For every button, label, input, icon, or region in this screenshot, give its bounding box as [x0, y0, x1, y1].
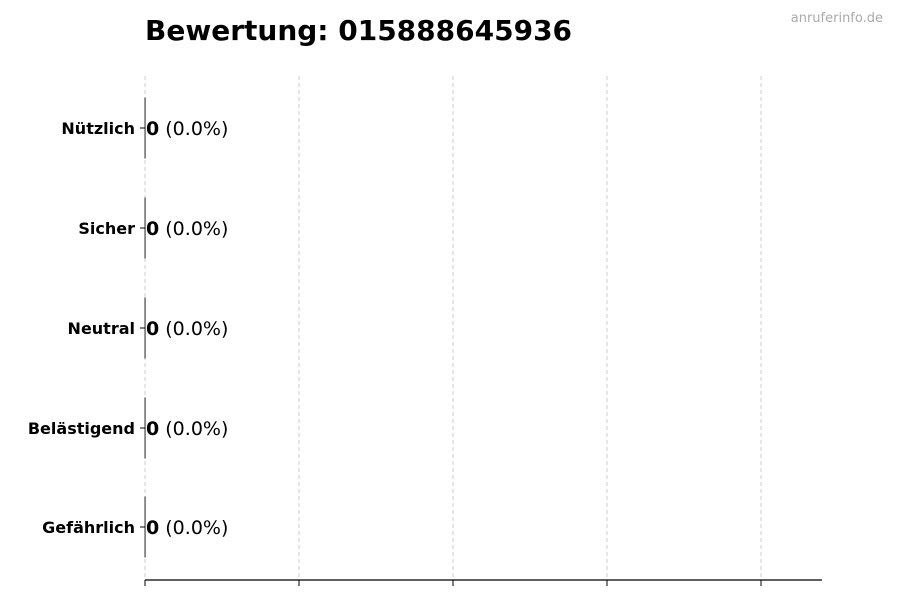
- value-label: 0 (0.0%): [146, 118, 228, 140]
- value-percent: (0.0%): [159, 118, 228, 140]
- value-label: 0 (0.0%): [146, 418, 228, 440]
- category-label: Nützlich: [61, 119, 135, 138]
- value-percent: (0.0%): [159, 218, 228, 240]
- category-label: Neutral: [68, 319, 135, 338]
- value-label: 0 (0.0%): [146, 517, 228, 539]
- value-count: 0: [146, 517, 159, 539]
- value-label: 0 (0.0%): [146, 318, 228, 340]
- category-label: Gefährlich: [42, 518, 135, 537]
- value-label: 0 (0.0%): [146, 218, 228, 240]
- watermark: anruferinfo.de: [791, 11, 883, 26]
- chart-title: Bewertung: 015888645936: [145, 14, 572, 47]
- value-count: 0: [146, 118, 159, 140]
- value-count: 0: [146, 418, 159, 440]
- category-label: Sicher: [78, 219, 135, 238]
- value-count: 0: [146, 218, 159, 240]
- value-percent: (0.0%): [159, 517, 228, 539]
- value-percent: (0.0%): [159, 318, 228, 340]
- category-label: Belästigend: [28, 419, 135, 438]
- value-percent: (0.0%): [159, 418, 228, 440]
- value-count: 0: [146, 318, 159, 340]
